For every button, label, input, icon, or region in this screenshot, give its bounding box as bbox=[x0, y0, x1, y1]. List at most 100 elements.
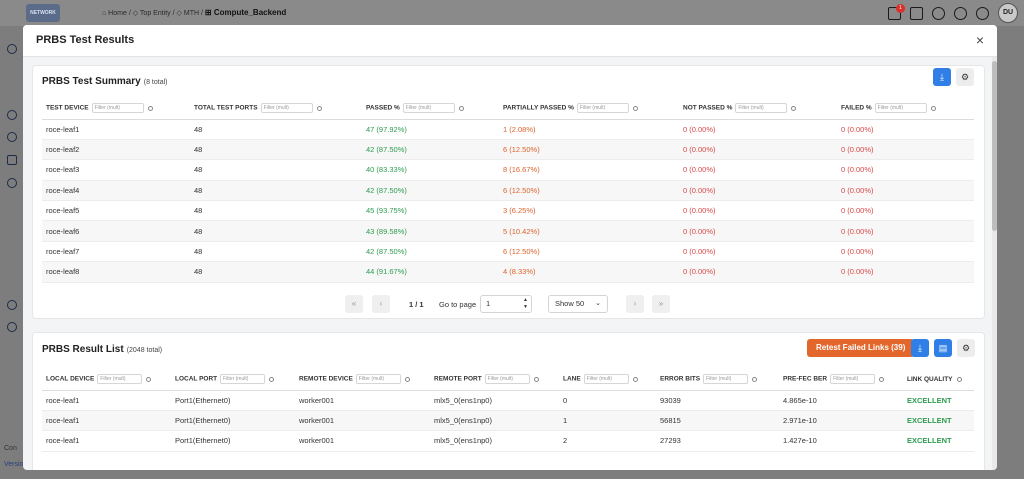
sort-icon[interactable] bbox=[146, 376, 152, 382]
summary-title: PRBS Test Summary (8 total) bbox=[42, 76, 168, 87]
users-icon[interactable] bbox=[7, 300, 17, 310]
filter-input[interactable]: Filter (mult) bbox=[583, 374, 629, 385]
sort-icon[interactable] bbox=[930, 105, 936, 111]
filter-input[interactable]: Filter (mult) bbox=[735, 103, 788, 114]
summary-total: (8 total) bbox=[143, 79, 168, 86]
sort-icon[interactable] bbox=[316, 105, 322, 111]
filter-input[interactable]: Filter (mult) bbox=[91, 103, 144, 114]
status-badge: EXCELLENT bbox=[903, 390, 974, 411]
col-failed[interactable]: Failed % Filter (mult) bbox=[837, 98, 974, 120]
settings-icon[interactable] bbox=[7, 322, 17, 332]
status-badge: EXCELLENT bbox=[903, 410, 974, 432]
breadcrumb-top-entity[interactable]: ◇ Top Entity bbox=[132, 10, 171, 17]
help-icon[interactable] bbox=[976, 6, 989, 20]
download-summary-button[interactable]: ⤓ bbox=[933, 68, 951, 86]
pdf-icon: ▤ bbox=[938, 343, 948, 353]
status-badge: EXCELLENT bbox=[903, 430, 974, 452]
breadcrumb-current: ⊞ Compute_Backend bbox=[204, 8, 287, 17]
download-icon: ⤓ bbox=[918, 343, 922, 353]
notification-badge: 1 bbox=[896, 3, 905, 13]
stepper-icon[interactable]: ▲ ▼ bbox=[523, 297, 528, 310]
sort-icon[interactable] bbox=[956, 376, 962, 382]
table-row[interactable]: roce-leaf8 48 44 (91.67%) 4 (8.33%) 0 (0.00%… bbox=[42, 261, 974, 283]
table-row[interactable]: roce-leaf2 48 42 (87.50%) 6 (12.50%) 0 (0.00… bbox=[42, 139, 974, 161]
sort-icon[interactable] bbox=[404, 376, 410, 382]
filter-input[interactable]: Filter (mult) bbox=[355, 374, 401, 385]
breadcrumb: ⌂ Home / ◇ Top Entity / ◇ MTH / ⊞ Comput… bbox=[102, 8, 287, 17]
sort-icon[interactable] bbox=[632, 376, 638, 382]
table-row[interactable]: roce-leaf6 48 43 (89.58%) 5 (10.42%) 0 (0.00… bbox=[42, 220, 974, 242]
goto-label: Go to page bbox=[439, 300, 477, 309]
last-page-button[interactable]: » bbox=[652, 295, 670, 313]
globe-icon[interactable] bbox=[954, 6, 967, 20]
filter-input[interactable]: Filter (mult) bbox=[874, 103, 927, 114]
history-icon[interactable] bbox=[7, 110, 17, 120]
col-not-passed[interactable]: Not Passed % Filter (mult) bbox=[679, 98, 837, 120]
filter-input[interactable]: Filter (mult) bbox=[220, 374, 266, 385]
breadcrumb-home[interactable]: ⌂ Home bbox=[102, 10, 127, 17]
sort-icon[interactable] bbox=[147, 105, 153, 111]
filter-input[interactable]: Filter (mult) bbox=[97, 374, 143, 385]
moon-icon[interactable] bbox=[932, 6, 945, 20]
search-icon[interactable] bbox=[7, 178, 17, 188]
table-row[interactable]: roce-leaf1 Port1(Ethernet0) worker001 mlx5_… bbox=[42, 390, 974, 411]
summary-settings-button[interactable]: ⚙ bbox=[956, 68, 974, 86]
filter-input[interactable]: Filter (mult) bbox=[830, 374, 876, 385]
col-total-ports[interactable]: Total Test Ports Filter (mult) bbox=[190, 98, 362, 120]
mail-icon[interactable]: 1 bbox=[888, 3, 905, 20]
col-remote-port[interactable]: Remote Port Filter (mult) bbox=[430, 369, 559, 391]
next-page-button[interactable]: › bbox=[626, 295, 644, 313]
sort-icon[interactable] bbox=[269, 376, 275, 382]
filter-input[interactable]: Filter (mult) bbox=[402, 103, 455, 114]
tools-icon[interactable] bbox=[7, 132, 17, 142]
col-lane[interactable]: Lane Filter (mult) bbox=[559, 369, 656, 391]
prev-page-button[interactable]: ‹ bbox=[372, 295, 390, 313]
table-row[interactable]: roce-leaf1 48 47 (97.92%) 1 (2.08%) 0 (0.00%… bbox=[42, 119, 974, 140]
avatar[interactable]: DU bbox=[998, 3, 1018, 23]
goto-page-input[interactable]: 1 ▲ ▼ bbox=[480, 295, 532, 313]
col-remote-device[interactable]: Remote Device Filter (mult) bbox=[295, 369, 430, 391]
filter-input[interactable]: Filter (mult) bbox=[260, 103, 313, 114]
sort-icon[interactable] bbox=[632, 105, 638, 111]
close-icon[interactable]: × bbox=[975, 32, 984, 48]
table-row[interactable]: roce-leaf7 48 42 (87.50%) 6 (12.50%) 0 (0.00… bbox=[42, 241, 974, 263]
sidebar-text: Con bbox=[4, 445, 17, 452]
modal-scrollbar[interactable] bbox=[992, 57, 997, 470]
sort-icon[interactable] bbox=[879, 376, 885, 382]
page-size-select[interactable]: Show 50 ⌄ bbox=[548, 295, 608, 313]
col-local-port[interactable]: Local Port Filter (mult) bbox=[171, 369, 295, 391]
server-icon[interactable] bbox=[7, 155, 17, 165]
location-icon[interactable] bbox=[7, 44, 17, 54]
first-page-button[interactable]: « bbox=[345, 295, 363, 313]
filter-input[interactable]: Filter (mult) bbox=[484, 374, 530, 385]
col-test-device[interactable]: Test Device Filter (mult) bbox=[42, 98, 190, 120]
filter-input[interactable]: Filter (mult) bbox=[703, 374, 749, 385]
retest-failed-links-button[interactable]: Retest Failed Links (39) bbox=[807, 339, 915, 357]
map-icon[interactable] bbox=[910, 6, 923, 20]
col-pre-fec-ber[interactable]: Pre-FEC BER Filter (mult) bbox=[779, 369, 903, 391]
modal-title: PRBS Test Results bbox=[36, 34, 135, 46]
sort-icon[interactable] bbox=[458, 105, 464, 111]
filter-input[interactable]: Filter (mult) bbox=[576, 103, 629, 114]
col-error-bits[interactable]: Error Bits Filter (mult) bbox=[656, 369, 779, 391]
export-pdf-button[interactable]: ▤ bbox=[934, 339, 952, 357]
sort-icon[interactable] bbox=[791, 105, 797, 111]
scrollbar-thumb[interactable] bbox=[992, 61, 997, 231]
col-passed[interactable]: Passed % Filter (mult) bbox=[362, 98, 499, 120]
results-settings-button[interactable]: ⚙ bbox=[957, 339, 975, 357]
table-row[interactable]: roce-leaf1 Port1(Ethernet0) worker001 mlx5_… bbox=[42, 410, 974, 432]
summary-header-row: Test Device Filter (mult) Total Test Port… bbox=[42, 98, 974, 120]
col-link-quality[interactable]: Link Quality bbox=[903, 369, 974, 391]
download-results-button[interactable]: ⤓ bbox=[911, 339, 929, 357]
table-row[interactable]: roce-leaf1 Port1(Ethernet0) worker001 mlx5_… bbox=[42, 430, 974, 452]
col-partially-passed[interactable]: Partially Passed % Filter (mult) bbox=[499, 98, 679, 120]
sort-icon[interactable] bbox=[752, 376, 758, 382]
company-logo: NETWORK bbox=[26, 4, 60, 22]
table-row[interactable]: roce-leaf5 48 45 (93.75%) 3 (6.25%) 0 (0.00%… bbox=[42, 200, 974, 222]
table-row[interactable]: roce-leaf4 48 42 (87.50%) 6 (12.50%) 0 (0.00… bbox=[42, 180, 974, 202]
table-row[interactable]: roce-leaf3 48 40 (83.33%) 8 (16.67%) 0 (0.00… bbox=[42, 159, 974, 181]
sort-icon[interactable] bbox=[533, 376, 539, 382]
result-list-title: PRBS Result List (2048 total) bbox=[42, 344, 163, 355]
col-local-device[interactable]: Local Device Filter (mult) bbox=[42, 369, 171, 391]
breadcrumb-mth[interactable]: ◇ MTH bbox=[176, 10, 200, 17]
